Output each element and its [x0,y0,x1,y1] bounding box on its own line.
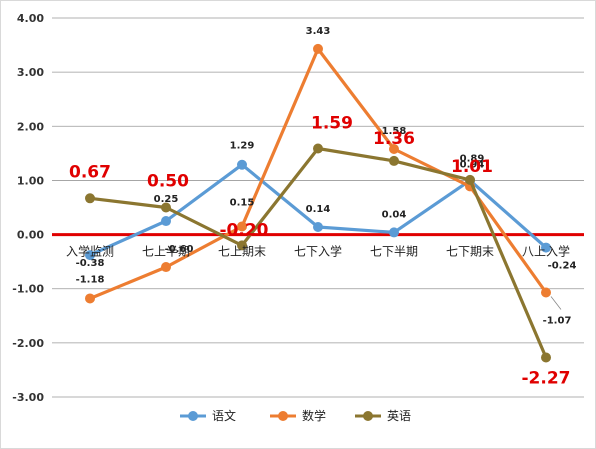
data-point [85,293,95,304]
data-point [313,221,323,232]
y-axis-ticks: 4.00 3.00 2.00 1.00 0.00 -1.00 -2.00 -3.00 [12,12,44,404]
data-label: -0.24 [548,261,577,272]
data-label: 0.94 [460,159,485,170]
data-point [389,155,399,166]
data-point [85,193,95,204]
data-point [237,240,247,251]
y-tick-label: -2.00 [12,337,44,350]
data-label: 0.15 [230,197,255,208]
legend-swatch-marker [363,411,373,421]
data-label: 1.36 [373,129,415,149]
series-layer [85,43,551,363]
x-tick-label: 入学监测 [66,244,114,259]
data-label: 0.25 [154,194,179,205]
data-label: 0.50 [147,172,189,192]
data-label: -0.38 [76,258,105,269]
data-point [161,262,171,273]
legend-label: 语文 [212,408,236,423]
x-tick-label: 七下半期 [370,245,418,259]
data-label: 3.43 [306,26,331,37]
data-point [85,250,95,261]
data-label: -0.20 [220,220,269,240]
legend-label: 英语 [387,409,411,423]
data-point [313,43,323,54]
x-tick-label: 八上入学 [522,244,570,259]
data-label: 1.29 [230,141,255,152]
x-tick-label: 七下入学 [294,244,342,259]
data-label: 0.67 [69,162,111,182]
data-label: 1.01 [451,157,493,177]
y-tick-label: 1.00 [17,174,44,187]
data-point [313,143,323,154]
data-point [237,159,247,170]
x-tick-label: 七上期末 [218,245,266,259]
y-tick-label: 0.00 [17,229,44,242]
data-point [541,287,551,298]
data-point [389,144,399,155]
y-tick-label: -3.00 [12,391,44,404]
data-label-layer: -0.38 0.25 1.29 0.14 0.04 0.89 -0.24 -1.18 -0.60… [69,26,576,389]
y-tick-label: 2.00 [17,120,44,133]
x-axis-ticks: 入学监测 七上半期 七上期末 七下入学 七下半期 七下期末 八上入学 [66,244,570,259]
data-point [541,352,551,363]
data-point [237,221,247,232]
label-leader-line [550,296,562,310]
data-point [161,202,171,213]
y-tick-label: 4.00 [17,12,44,25]
grid-layer [52,17,584,398]
data-label: -1.07 [543,316,572,327]
legend: 语文 数学 英语 [180,408,411,423]
data-label: 1.58 [382,126,407,137]
legend-swatch-marker [188,411,198,421]
data-label: 1.59 [311,113,353,133]
legend-swatch-marker [278,411,288,421]
x-tick-label: 七下期末 [446,245,494,259]
data-label: 0.14 [306,204,331,215]
data-label: -0.60 [165,244,194,255]
y-tick-label: -1.00 [12,283,44,296]
data-label: -2.27 [522,368,571,388]
x-tick-label: 七上半期 [142,245,190,259]
data-point [161,216,171,227]
data-point [465,174,475,185]
data-label: -1.18 [76,274,105,285]
y-tick-label: 3.00 [17,66,44,79]
data-label: 0.04 [382,209,407,220]
data-point [541,242,551,253]
legend-label: 数学 [302,408,326,423]
data-label: 0.89 [460,153,485,164]
data-point [389,227,399,238]
